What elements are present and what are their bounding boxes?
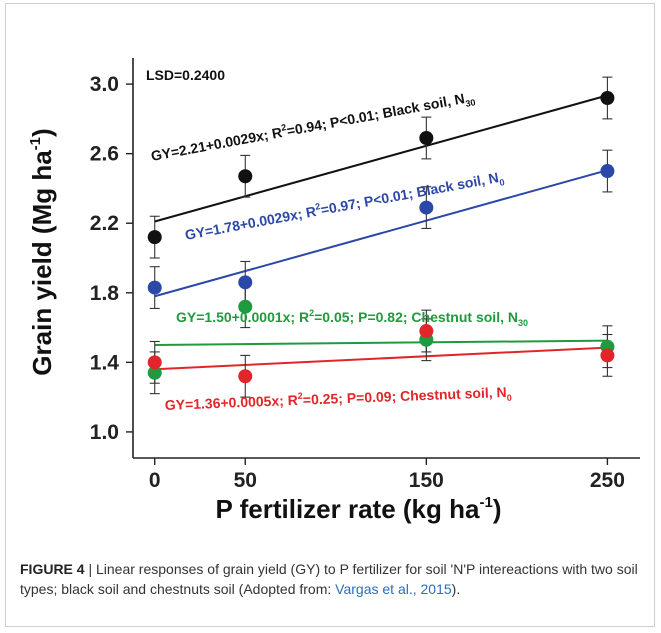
regression-line-black_n0 bbox=[154, 169, 608, 298]
data-point-chestnut_n0 bbox=[238, 369, 253, 384]
data-point-black_n30 bbox=[238, 169, 253, 184]
x-tick-label: 250 bbox=[590, 469, 625, 492]
equation-label-black_n30: GY=2.21+0.0029x; R2=0.94; P<0.01; Black … bbox=[149, 87, 476, 167]
y-tick-label: 2.6 bbox=[90, 143, 119, 166]
equation-label-chestnut_n30: GY=1.50+0.0001x; R2=0.05; P=0.82; Chestn… bbox=[176, 308, 528, 328]
regression-line-black_n30 bbox=[154, 94, 608, 223]
figure-caption: FIGURE 4 | Linear responses of grain yie… bbox=[20, 559, 645, 599]
caption-separator: | bbox=[84, 561, 96, 577]
data-point-chestnut_n30 bbox=[147, 365, 162, 380]
x-tick-label: 50 bbox=[234, 469, 257, 492]
y-tick-label: 1.4 bbox=[90, 351, 120, 374]
y-tick-label: 1.0 bbox=[90, 421, 119, 444]
y-axis-title: Grain yield (Mg ha-1) bbox=[27, 128, 57, 375]
data-point-black_n0 bbox=[419, 200, 434, 215]
regression-line-chestnut_n0 bbox=[154, 346, 608, 371]
data-point-black_n0 bbox=[238, 275, 253, 290]
grain-yield-chart: 1.0 1.4 1.8 2.2 2.6 3.0 0 50 150 250 P fertilizer … bbox=[27, 58, 640, 524]
x-axis-title: P fertilizer rate (kg ha-1) bbox=[216, 494, 502, 524]
y-tick-label: 2.2 bbox=[90, 212, 119, 235]
y-tick-label: 1.8 bbox=[90, 282, 120, 305]
caption-reference-link[interactable]: Vargas et al., 2015 bbox=[335, 581, 452, 597]
x-tick-label: 0 bbox=[149, 469, 161, 492]
data-point-chestnut_n30 bbox=[238, 299, 253, 314]
figure-frame bbox=[5, 3, 655, 627]
data-point-black_n30 bbox=[147, 230, 162, 245]
data-point-black_n30 bbox=[419, 131, 434, 145]
equation-label-black_n0: GY=1.78+0.0029x; R2=0.97; P<0.01; Black … bbox=[183, 167, 505, 246]
caption-text: Linear responses of grain yield (GY) to … bbox=[20, 561, 638, 597]
lsd-label: LSD=0.2400 bbox=[146, 67, 225, 83]
data-point-black_n0 bbox=[600, 164, 615, 179]
x-tick-label: 150 bbox=[409, 469, 444, 492]
data-point-black_n0 bbox=[147, 280, 162, 295]
caption-end: ). bbox=[451, 581, 461, 597]
caption-label: FIGURE 4 bbox=[20, 561, 85, 577]
data-point-chestnut_n0 bbox=[600, 348, 615, 363]
y-tick-label: 3.0 bbox=[90, 73, 119, 96]
regression-line-chestnut_n30 bbox=[154, 339, 608, 346]
data-point-chestnut_n0 bbox=[419, 324, 434, 339]
data-point-black_n30 bbox=[600, 91, 615, 105]
equation-label-chestnut_n0: GY=1.36+0.0005x; R2=0.25; P=0.09; Chestn… bbox=[164, 383, 512, 416]
data-point-chestnut_n0 bbox=[147, 355, 162, 370]
